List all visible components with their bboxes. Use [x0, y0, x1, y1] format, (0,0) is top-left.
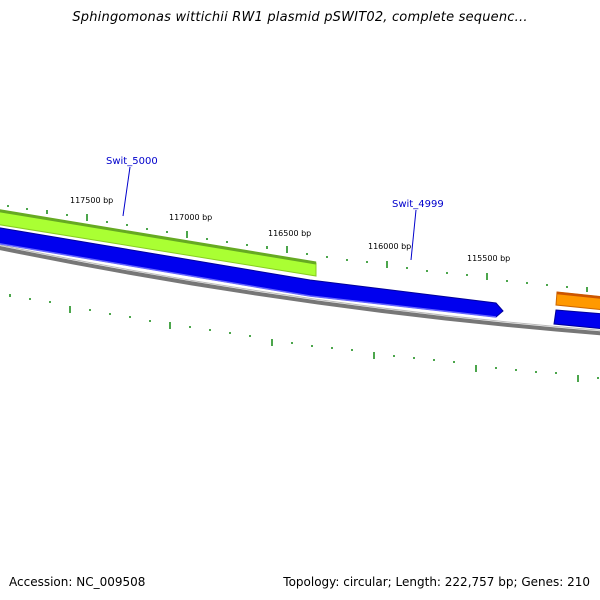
gene-label-leader-swit-4999: [410, 209, 417, 261]
sequence-backbone: [0, 245, 600, 336]
lower-tick-ring: [9, 294, 599, 382]
sequence-summary: Topology: circular; Length: 222,757 bp; …: [283, 575, 590, 589]
gene-orange-fragment-edge: [556, 291, 600, 299]
gene-swit-5000[interactable]: [0, 209, 317, 277]
gene-swit-4999-shadow: [0, 243, 497, 318]
gene-swit-5000-edge: [0, 209, 317, 265]
gene-swit-4999[interactable]: [0, 227, 504, 318]
gene-label-swit-4999[interactable]: Swit_4999: [392, 199, 444, 210]
accession-text: Accession: NC_009508: [9, 575, 146, 589]
gene-orange-fragment[interactable]: [555, 291, 600, 310]
bp-label-116500: 116500 bp: [268, 229, 311, 238]
gene-blue-fragment[interactable]: [553, 309, 600, 330]
map-title: Sphingomonas wittichii RW1 plasmid pSWIT…: [72, 10, 528, 25]
upper-tick-ring: [7, 205, 588, 292]
gene-label-swit-5000[interactable]: Swit_5000: [106, 156, 158, 167]
sequence-backbone-highlight: [0, 244, 600, 331]
bp-label-116000: 116000 bp: [368, 242, 411, 251]
bp-label-115500: 115500 bp: [467, 254, 510, 263]
gene-label-leader-swit-5000: [122, 166, 131, 217]
bp-label-117000: 117000 bp: [169, 213, 212, 222]
bp-label-117500: 117500 bp: [70, 196, 113, 205]
